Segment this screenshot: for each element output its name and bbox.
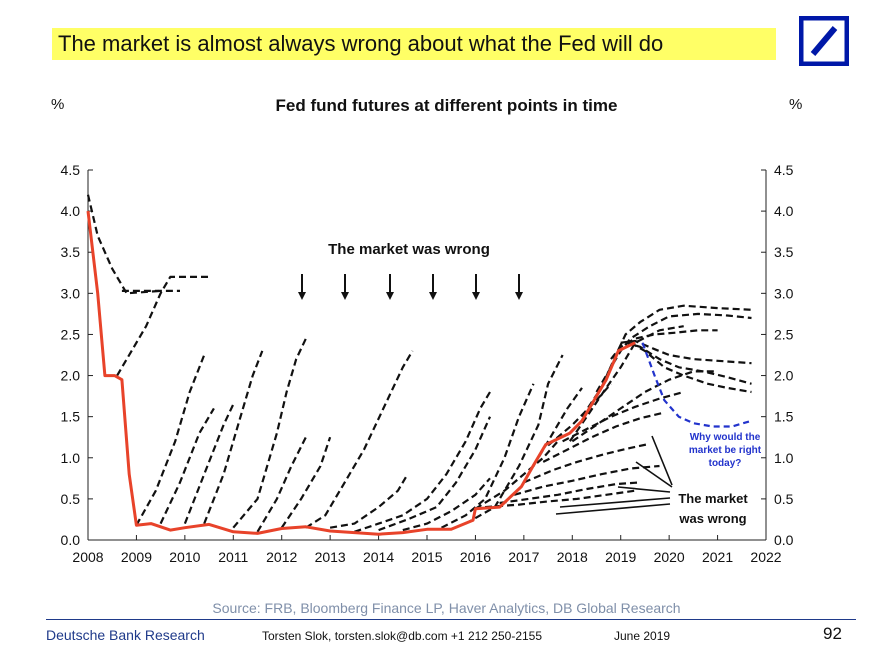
footer-divider <box>46 619 856 620</box>
y-tick-label-left: 2.0 <box>61 368 81 384</box>
x-tick-label: 2021 <box>702 549 733 565</box>
y-axis-unit-left: % <box>51 96 65 113</box>
y-tick-label-right: 1.0 <box>774 450 794 466</box>
y-tick-label-right: 0.5 <box>774 491 794 507</box>
y-tick-label-right: 1.5 <box>774 409 794 425</box>
futures-path <box>159 407 215 525</box>
y-tick-label-right: 3.5 <box>774 244 794 260</box>
futures-path <box>571 370 718 443</box>
futures-path <box>562 390 684 443</box>
futures-path <box>568 325 684 442</box>
futures-path <box>135 354 206 526</box>
futures-path <box>354 391 491 533</box>
x-tick-label: 2016 <box>460 549 491 565</box>
annotation-question-line2: market be right <box>689 445 762 456</box>
down-arrow-head <box>515 292 523 300</box>
y-tick-label-left: 4.5 <box>61 162 81 178</box>
page-number: 92 <box>823 624 842 643</box>
futures-path <box>86 194 161 295</box>
x-tick-label: 2008 <box>72 549 103 565</box>
futures-path <box>280 436 332 529</box>
x-tick-label: 2012 <box>266 549 297 565</box>
futures-path <box>513 464 660 496</box>
futures-path <box>305 350 414 529</box>
y-tick-label-right: 4.0 <box>774 203 794 219</box>
y-axis-unit-right: % <box>789 96 803 113</box>
current-market-path <box>641 342 752 428</box>
y-tick-label-right: 0.0 <box>774 532 794 548</box>
futures-path <box>474 440 559 510</box>
y-tick-label-left: 3.0 <box>61 285 81 301</box>
futures-path <box>610 329 718 360</box>
y-tick-label-left: 0.5 <box>61 491 81 507</box>
futures-path <box>329 473 409 529</box>
footer-author: Torsten Slok, torsten.slok@db.com +1 212… <box>262 629 543 643</box>
x-tick-label: 2017 <box>508 549 539 565</box>
futures-path <box>378 416 492 532</box>
chart-title: Fed fund futures at different points in … <box>275 96 618 115</box>
deutsche-bank-logo <box>799 16 849 66</box>
annotation-question-line1: Why would the <box>690 432 761 443</box>
footer-brand: Deutsche Bank Research <box>46 627 205 643</box>
x-tick-label: 2013 <box>315 549 346 565</box>
down-arrow-head <box>429 292 437 300</box>
futures-path <box>465 354 564 525</box>
x-tick-label: 2010 <box>169 549 200 565</box>
pointer-line <box>617 486 671 493</box>
down-arrow-head <box>472 292 480 300</box>
source-note: Source: FRB, Bloomberg Finance LP, Haver… <box>212 600 681 616</box>
x-tick-label: 2015 <box>411 549 442 565</box>
x-tick-label: 2009 <box>121 549 152 565</box>
futures-path <box>499 481 641 505</box>
annotation-market-wrong-top: The market was wrong <box>328 241 490 258</box>
futures-path <box>629 341 752 394</box>
down-arrow-head <box>298 292 306 300</box>
headline-banner: The market is almost always wrong about … <box>52 28 776 60</box>
y-tick-label-right: 3.0 <box>774 285 794 301</box>
futures-path <box>116 275 210 377</box>
y-tick-label-left: 0.0 <box>61 532 81 548</box>
annotation-market-wrong-line2: was wrong <box>678 511 746 526</box>
y-tick-label-left: 1.5 <box>61 409 81 425</box>
x-tick-label: 2022 <box>750 549 781 565</box>
footer-date: June 2019 <box>614 629 671 643</box>
pointer-line <box>651 435 673 486</box>
x-tick-label: 2019 <box>605 549 636 565</box>
y-tick-label-left: 2.5 <box>61 326 81 342</box>
futures-path <box>485 489 636 509</box>
y-tick-label-right: 4.5 <box>774 162 794 178</box>
y-tick-label-left: 3.5 <box>61 244 81 260</box>
futures-path <box>183 403 235 525</box>
x-tick-label: 2011 <box>218 549 248 565</box>
annotation-market-wrong-line1: The market <box>678 491 748 506</box>
futures-path <box>203 350 264 525</box>
y-tick-label-right: 2.0 <box>774 368 794 384</box>
futures-path <box>232 338 307 529</box>
down-arrow-head <box>341 292 349 300</box>
futures-path <box>595 312 752 393</box>
x-tick-label: 2014 <box>363 549 394 565</box>
chart-canvas: 0.0 0.0 0.5 0.5 1.0 1.0 1.5 1.5 2.0 2.0 2.5 2.5 3.0 3… <box>61 162 794 565</box>
futures-path <box>542 411 665 463</box>
futures-path <box>523 442 651 484</box>
pointer-line <box>559 497 671 508</box>
y-tick-label-left: 4.0 <box>61 203 81 219</box>
futures-path <box>402 477 491 532</box>
futures-path <box>256 436 307 533</box>
futures-path <box>620 339 752 365</box>
annotation-question-line3: today? <box>709 458 742 469</box>
pointer-line <box>635 461 673 488</box>
x-tick-label: 2018 <box>557 549 588 565</box>
futures-path <box>625 341 752 385</box>
futures-path <box>440 383 535 529</box>
actual-fed-funds-line <box>86 210 636 536</box>
x-tick-label: 2020 <box>654 549 685 565</box>
headline-text: The market is almost always wrong about … <box>58 31 664 56</box>
down-arrow-head <box>386 292 394 300</box>
pointer-line <box>555 503 671 515</box>
y-tick-label-right: 2.5 <box>774 326 794 342</box>
y-tick-label-left: 1.0 <box>61 450 81 466</box>
